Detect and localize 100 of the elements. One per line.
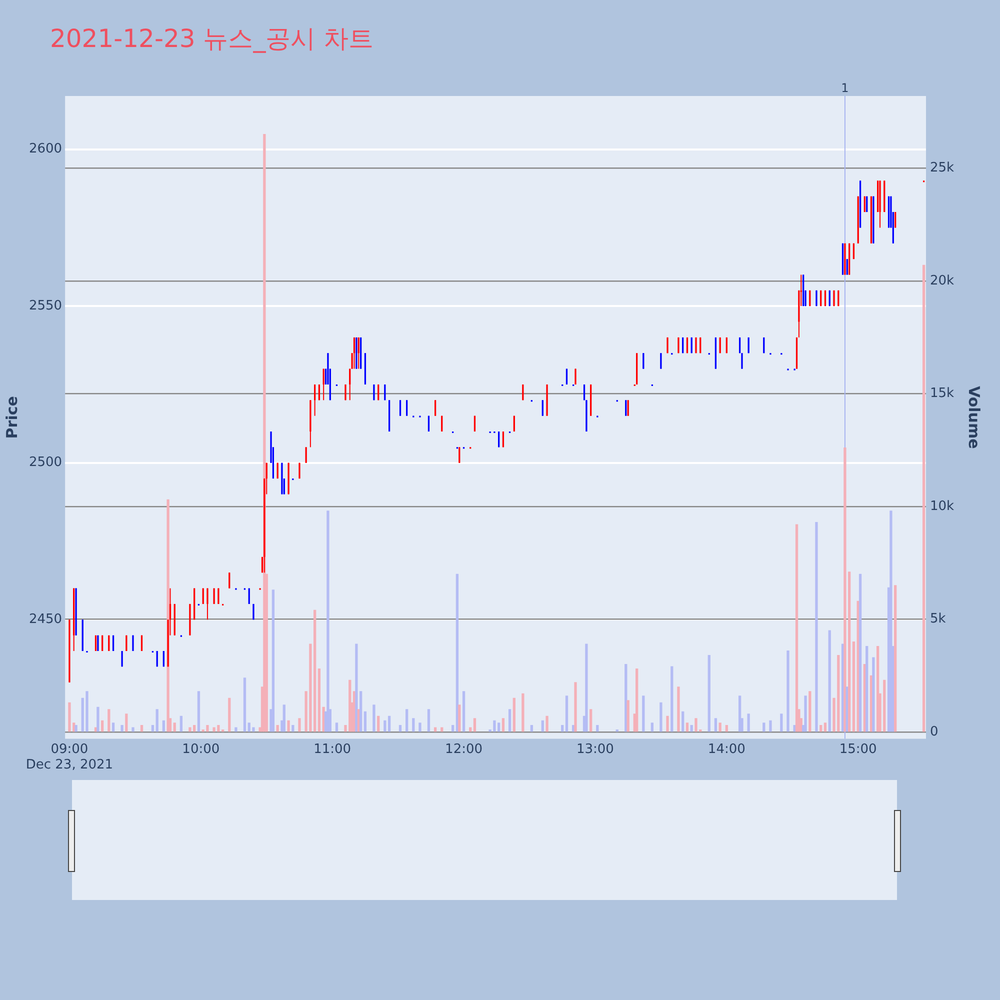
bar bbox=[512, 698, 516, 732]
bar bbox=[522, 693, 524, 732]
bar bbox=[815, 522, 818, 732]
y2-tick-label: 15k bbox=[930, 386, 955, 402]
bar bbox=[714, 718, 718, 732]
bar bbox=[298, 718, 301, 732]
bar bbox=[263, 134, 266, 732]
bar bbox=[824, 722, 827, 732]
bar bbox=[596, 724, 599, 732]
bar bbox=[795, 524, 798, 732]
x-tick-label: 13:00 bbox=[576, 742, 614, 757]
bar bbox=[565, 696, 568, 732]
bar bbox=[585, 644, 588, 732]
bar bbox=[156, 709, 158, 732]
bar bbox=[206, 724, 209, 732]
bar bbox=[458, 704, 461, 732]
bar bbox=[769, 720, 772, 732]
bar bbox=[642, 696, 645, 732]
x-tick-label: 12:00 bbox=[445, 742, 483, 757]
bar bbox=[561, 724, 564, 732]
bar bbox=[590, 709, 592, 732]
bar bbox=[162, 720, 165, 732]
bar bbox=[384, 720, 386, 732]
ref-line-label: 1 bbox=[841, 81, 849, 96]
bar bbox=[690, 724, 693, 732]
y-axis-title: Price bbox=[2, 396, 21, 439]
bar bbox=[616, 729, 618, 732]
x-tick-label: 10:00 bbox=[182, 742, 220, 757]
bar bbox=[530, 724, 534, 732]
bar bbox=[650, 722, 654, 732]
bar bbox=[197, 691, 200, 732]
bar bbox=[660, 702, 662, 732]
bar bbox=[636, 668, 638, 732]
bar bbox=[318, 668, 321, 732]
bar bbox=[626, 700, 630, 732]
bar bbox=[682, 711, 684, 732]
bar bbox=[828, 630, 831, 732]
x-tick-label: 11:00 bbox=[314, 742, 352, 757]
bar bbox=[120, 724, 124, 732]
bar bbox=[282, 704, 286, 732]
bar bbox=[852, 641, 856, 732]
bar bbox=[670, 666, 674, 732]
bar bbox=[292, 724, 294, 732]
bar bbox=[405, 709, 408, 732]
bar bbox=[412, 718, 415, 732]
bar bbox=[440, 727, 444, 732]
bar bbox=[793, 724, 796, 732]
bar bbox=[747, 714, 750, 732]
bar bbox=[188, 727, 192, 732]
bar bbox=[418, 722, 422, 732]
bar bbox=[112, 722, 115, 732]
bar bbox=[427, 709, 430, 732]
bar bbox=[180, 716, 183, 732]
bar bbox=[456, 574, 459, 732]
bar bbox=[86, 691, 88, 732]
bar bbox=[686, 722, 689, 732]
x-tick-label: 15:00 bbox=[839, 742, 877, 757]
y2-axis-title: Volume bbox=[965, 386, 984, 449]
bar bbox=[151, 724, 154, 732]
bar bbox=[762, 722, 766, 732]
bar bbox=[804, 696, 807, 732]
bar bbox=[377, 716, 380, 732]
chart-title: 2021-12-23 뉴스_공시 차트 bbox=[50, 23, 374, 55]
bar bbox=[894, 585, 897, 732]
bar bbox=[398, 724, 402, 732]
bar bbox=[866, 646, 868, 732]
bar bbox=[473, 718, 476, 732]
bar bbox=[502, 718, 505, 732]
bar bbox=[326, 510, 330, 732]
bar bbox=[388, 716, 391, 732]
bar bbox=[858, 574, 862, 732]
bar bbox=[780, 714, 783, 732]
bar bbox=[666, 716, 669, 732]
bar bbox=[890, 510, 892, 732]
bar bbox=[872, 657, 875, 732]
bar bbox=[922, 264, 926, 732]
y2-tick-label: 20k bbox=[930, 273, 955, 288]
y-tick-label: 2550 bbox=[28, 298, 62, 314]
bar bbox=[434, 727, 437, 732]
bar bbox=[708, 655, 710, 732]
bar bbox=[140, 724, 144, 732]
bar bbox=[677, 686, 680, 732]
bar bbox=[808, 691, 812, 732]
bar bbox=[786, 650, 790, 732]
x-tick-label: 14:00 bbox=[708, 742, 746, 757]
bar bbox=[541, 720, 544, 732]
bar bbox=[132, 727, 134, 732]
bar bbox=[173, 722, 176, 732]
bar bbox=[96, 706, 100, 732]
bar bbox=[844, 448, 846, 732]
bar bbox=[820, 724, 822, 732]
bar bbox=[462, 691, 466, 732]
y2-tick-label: 25k bbox=[930, 160, 955, 176]
bar bbox=[243, 678, 246, 732]
bar bbox=[451, 724, 454, 732]
bar bbox=[508, 709, 512, 732]
y-tick-label: 2600 bbox=[28, 142, 62, 157]
y2-tick-label: 10k bbox=[930, 498, 955, 514]
bar bbox=[313, 610, 316, 732]
y-tick-label: 2450 bbox=[28, 612, 62, 628]
